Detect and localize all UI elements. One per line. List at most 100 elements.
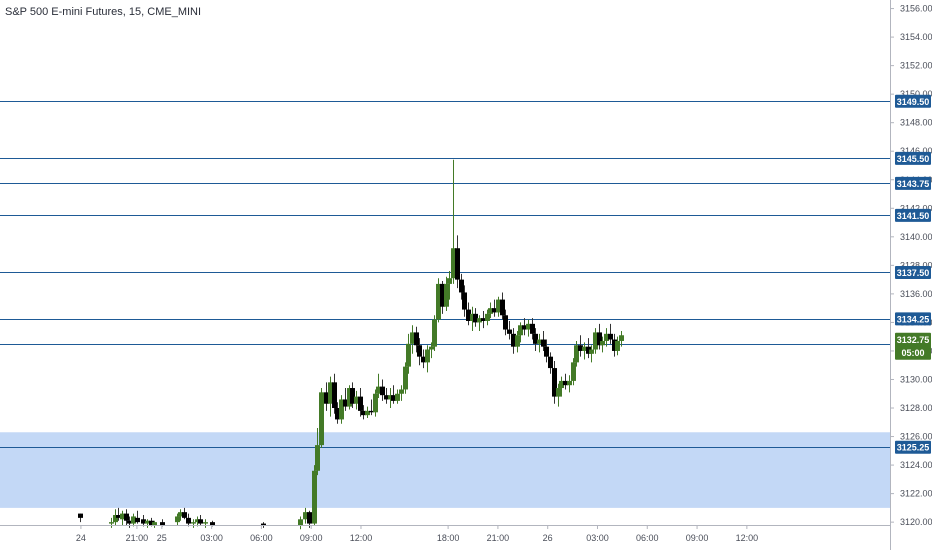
candle-body-24[interactable]	[298, 519, 303, 525]
candle-body-39[interactable]	[358, 396, 363, 411]
candle-body-102[interactable]	[593, 332, 598, 350]
candle-body-77[interactable]	[500, 299, 505, 316]
candle-body-30[interactable]	[324, 392, 329, 404]
candle-body-49[interactable]	[395, 393, 400, 401]
candle-body-106[interactable]	[608, 333, 613, 340]
candle-body-22[interactable]	[210, 522, 215, 525]
candle-body-21[interactable]	[203, 522, 208, 524]
candle-body-100[interactable]	[586, 346, 591, 354]
candle-body-86[interactable]	[533, 333, 538, 344]
candle-body-65[interactable]	[455, 248, 460, 280]
candle-body-78[interactable]	[503, 315, 508, 330]
candle-body-72[interactable]	[481, 318, 486, 321]
candle-body-28[interactable]	[315, 445, 320, 471]
candle-body-109[interactable]	[619, 335, 624, 341]
candle-body-107[interactable]	[612, 339, 617, 351]
candle-body-0[interactable]	[78, 513, 83, 518]
candle-body-44[interactable]	[376, 386, 381, 394]
candle-body-101[interactable]	[589, 349, 594, 354]
candle-body-87[interactable]	[537, 339, 542, 344]
candle-body-50[interactable]	[399, 389, 404, 394]
candle-body-11[interactable]	[149, 520, 154, 525]
candle-body-98[interactable]	[578, 345, 583, 351]
candle-body-104[interactable]	[600, 340, 605, 346]
candle-body-38[interactable]	[354, 396, 359, 404]
candle-body-7[interactable]	[131, 516, 136, 524]
candle-body-99[interactable]	[582, 346, 587, 351]
candle-body-103[interactable]	[597, 332, 602, 346]
candle-body-89[interactable]	[544, 346, 549, 357]
candle-body-14[interactable]	[175, 516, 180, 523]
candle-body-64[interactable]	[451, 248, 456, 279]
candle-body-42[interactable]	[369, 410, 374, 413]
candle-body-81[interactable]	[515, 335, 520, 347]
candle-body-52[interactable]	[406, 343, 411, 367]
candle-body-85[interactable]	[530, 323, 535, 334]
candle-body-1[interactable]	[109, 522, 114, 524]
candle-body-56[interactable]	[421, 356, 426, 363]
candle-body-70[interactable]	[473, 313, 478, 323]
candle-body-53[interactable]	[410, 332, 415, 344]
candle-body-27[interactable]	[312, 470, 317, 524]
candle-body-67[interactable]	[462, 292, 467, 310]
candle-body-66[interactable]	[459, 279, 464, 293]
candle-body-97[interactable]	[574, 345, 579, 363]
candle-body-80[interactable]	[511, 333, 516, 347]
candle-body-33[interactable]	[335, 408, 340, 420]
candle-body-31[interactable]	[328, 382, 333, 404]
candle-body-63[interactable]	[447, 278, 452, 284]
candle-body-25[interactable]	[303, 512, 308, 520]
candle-body-71[interactable]	[477, 318, 482, 323]
candle-body-54[interactable]	[414, 332, 419, 346]
candle-body-105[interactable]	[604, 333, 609, 341]
candle-body-76[interactable]	[496, 299, 501, 313]
candle-body-36[interactable]	[347, 388, 352, 407]
candle-body-79[interactable]	[507, 329, 512, 334]
candle-body-17[interactable]	[186, 517, 191, 524]
candle-body-92[interactable]	[556, 388, 561, 397]
candle-body-5[interactable]	[124, 513, 129, 521]
candle-body-75[interactable]	[492, 308, 497, 313]
candle-body-10[interactable]	[145, 520, 150, 524]
candle-body-84[interactable]	[526, 323, 531, 330]
candle-body-12[interactable]	[152, 522, 157, 525]
candle-body-73[interactable]	[485, 313, 490, 321]
candle-body-58[interactable]	[429, 346, 434, 350]
candle-body-19[interactable]	[195, 519, 200, 523]
candle-body-88[interactable]	[541, 339, 546, 347]
candle-body-69[interactable]	[470, 313, 475, 321]
candle-body-43[interactable]	[373, 393, 378, 413]
candle-body-46[interactable]	[384, 395, 389, 400]
candle-body-108[interactable]	[615, 340, 620, 351]
candle-body-83[interactable]	[522, 325, 527, 330]
candle-body-29[interactable]	[319, 392, 324, 446]
candle-body-26[interactable]	[307, 512, 312, 524]
candle-body-32[interactable]	[332, 382, 337, 409]
candle-body-9[interactable]	[141, 519, 146, 524]
candle-body-59[interactable]	[432, 319, 437, 347]
candle-body-3[interactable]	[116, 515, 121, 518]
candle-body-35[interactable]	[343, 399, 348, 407]
candle-body-93[interactable]	[559, 380, 564, 389]
candle-body-95[interactable]	[567, 380, 572, 386]
candle-body-47[interactable]	[388, 395, 393, 400]
candle-body-57[interactable]	[425, 349, 430, 363]
candle-body-18[interactable]	[191, 522, 196, 524]
candle-body-94[interactable]	[563, 380, 568, 386]
candle-body-74[interactable]	[488, 308, 493, 314]
candle-body-6[interactable]	[127, 520, 132, 524]
candle-body-4[interactable]	[120, 513, 125, 520]
candle-body-91[interactable]	[552, 368, 557, 397]
candle-body-61[interactable]	[440, 283, 445, 307]
candle-body-45[interactable]	[380, 386, 385, 396]
candle-body-40[interactable]	[361, 410, 366, 416]
candle-body-62[interactable]	[444, 283, 449, 307]
candle-body-2[interactable]	[113, 515, 118, 523]
candle-body-96[interactable]	[571, 362, 576, 381]
candle-body-90[interactable]	[548, 356, 553, 369]
candle-body-55[interactable]	[417, 345, 422, 357]
candle-body-51[interactable]	[403, 366, 408, 390]
candle-body-16[interactable]	[182, 512, 187, 518]
candle-body-48[interactable]	[391, 395, 396, 401]
